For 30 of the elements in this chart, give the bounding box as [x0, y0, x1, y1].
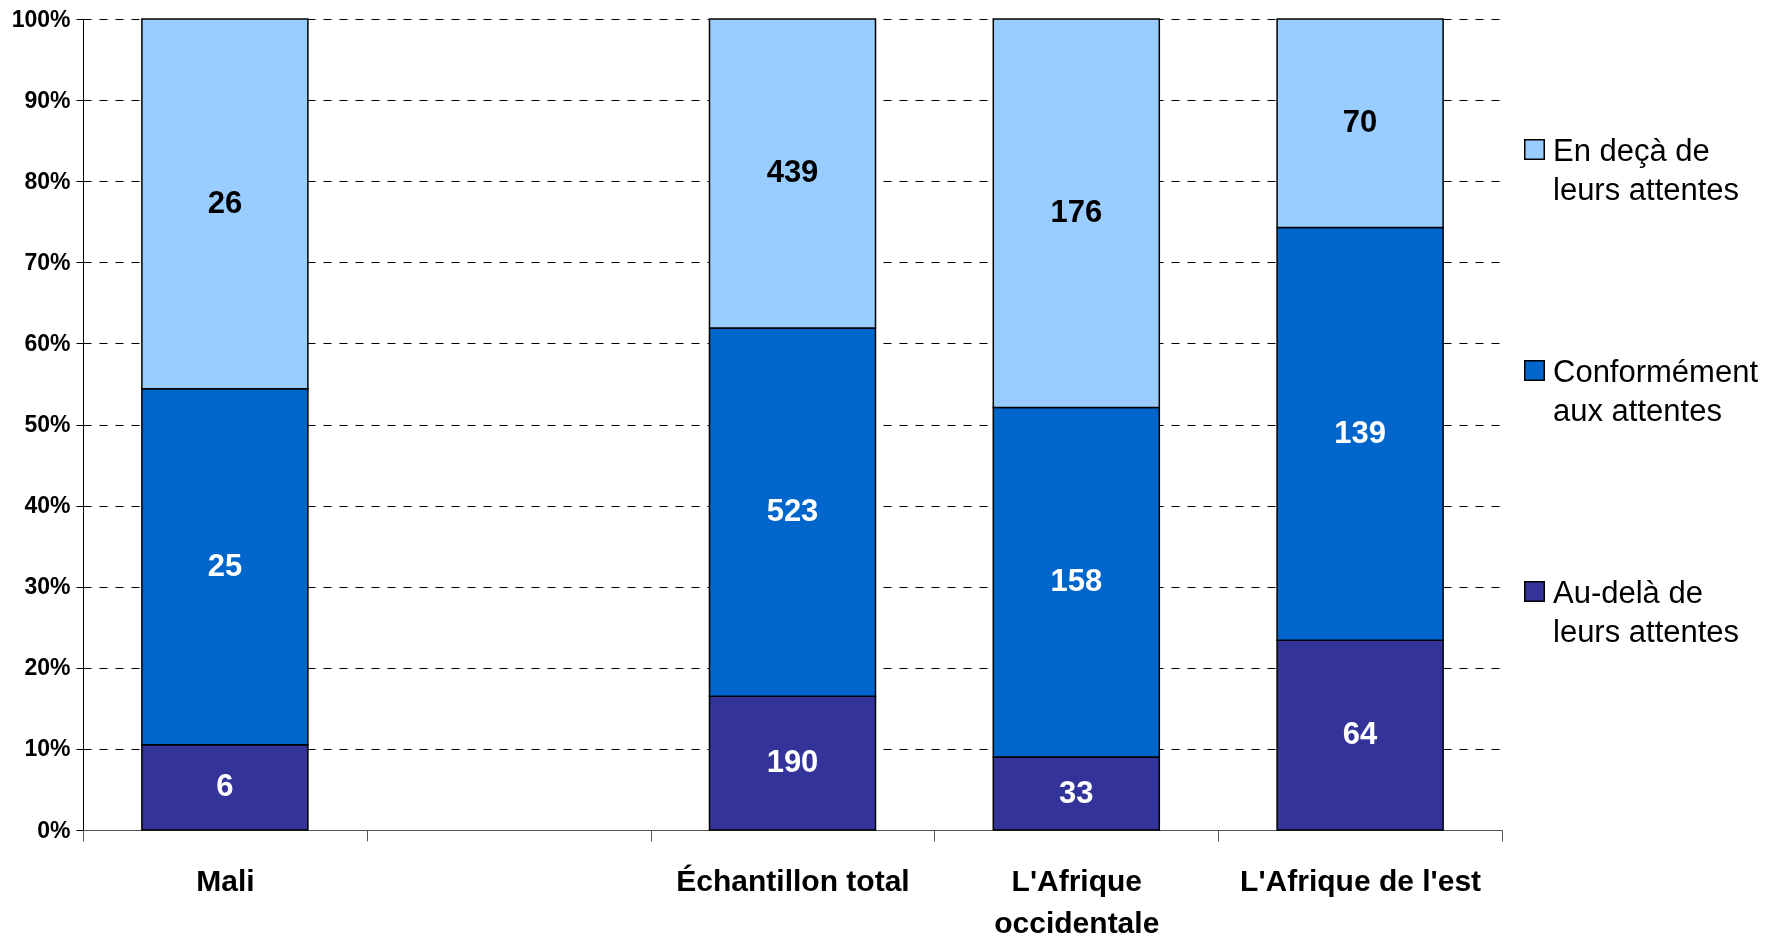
annotation: 25 — [207, 547, 243, 583]
y-tick-label: 40% — [24, 492, 71, 519]
x-tick-label: L'Afrique occidentale — [994, 863, 1160, 939]
y-tick-label: 10% — [24, 735, 71, 762]
x-tick-label: Mali — [196, 863, 255, 897]
annotation: 190 — [766, 744, 819, 780]
x-tick-label: Échantillon total — [676, 863, 910, 897]
annotation: 523 — [766, 493, 819, 529]
legend-label: En deçà de leurs attentes — [1553, 132, 1740, 207]
annotation: 6 — [216, 768, 234, 804]
annotation: 26 — [207, 184, 243, 220]
annotation: 439 — [766, 154, 819, 190]
y-tick-label: 80% — [24, 167, 71, 194]
y-tick-label: 20% — [24, 654, 71, 681]
legend-label: Au-delà de leurs attentes — [1553, 574, 1740, 649]
y-tick-label: 30% — [24, 573, 71, 600]
y-tick-label: 0% — [37, 816, 71, 843]
y-tick-label: 60% — [24, 329, 71, 356]
y-tick-label: 100% — [11, 5, 71, 32]
x-tick-label: L'Afrique de l'est — [1240, 863, 1482, 897]
annotation: 70 — [1342, 104, 1378, 140]
annotation: 158 — [1050, 563, 1103, 599]
y-tick-label: 70% — [24, 248, 71, 275]
annotation: 33 — [1059, 774, 1094, 810]
annotation: 64 — [1342, 716, 1379, 752]
y-tick-label: 90% — [24, 86, 71, 113]
annotation: 176 — [1050, 194, 1103, 230]
y-tick-label: 50% — [24, 411, 71, 437]
legend-label: Conformément aux attentes — [1553, 353, 1759, 428]
annotation: 139 — [1334, 414, 1386, 450]
